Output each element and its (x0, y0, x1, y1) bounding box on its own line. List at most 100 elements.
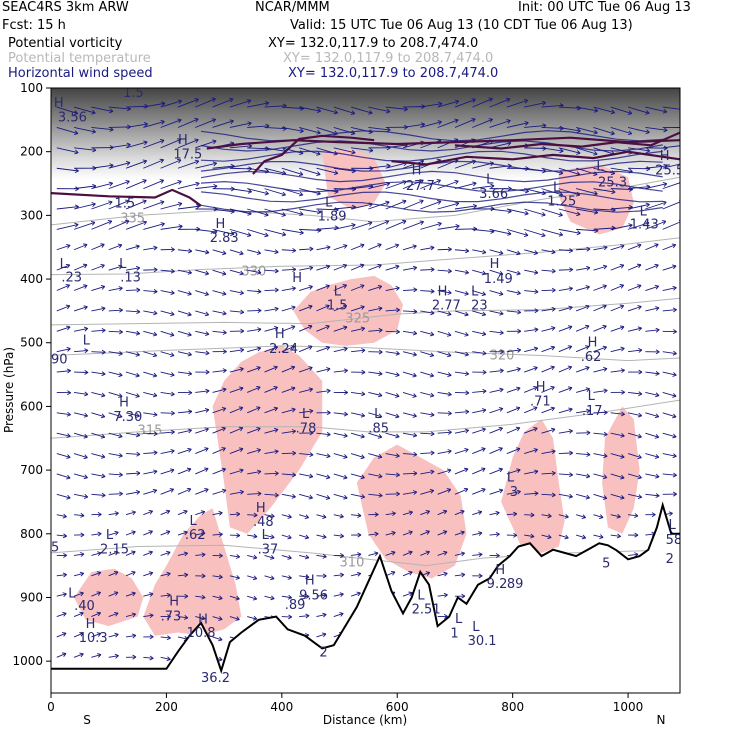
wind-vector-head (166, 614, 171, 620)
wind-vector (454, 509, 465, 516)
wind-vector-head (308, 285, 313, 290)
wind-vector (489, 249, 504, 256)
wind-vector-head (222, 310, 227, 316)
wind-vector (454, 290, 469, 296)
wind-vector (645, 473, 660, 479)
wind-vector (454, 467, 469, 475)
wind-vector-shaft (195, 468, 209, 475)
wind-vector (541, 492, 556, 498)
wind-vector-shaft (212, 369, 227, 373)
wind-vector-head (454, 179, 459, 185)
wind-vector-head (159, 179, 165, 184)
wind-vector-shaft (593, 285, 607, 291)
wind-vector-shaft (420, 222, 442, 230)
wind-vector (143, 509, 154, 516)
wind-vector (125, 265, 141, 271)
wind-vector-shaft (385, 412, 400, 418)
wind-vector-shaft (472, 249, 487, 254)
wind-vector-head (655, 349, 660, 355)
wind-vector-head (481, 447, 486, 452)
wind-vector-head (443, 550, 448, 556)
wind-vector (264, 470, 279, 476)
wind-vector-shaft (195, 118, 216, 128)
pv-contour-0 (51, 188, 202, 207)
wind-vector (264, 287, 279, 293)
wind-vector (212, 310, 227, 316)
wind-vector-shaft (125, 160, 147, 169)
wind-vector-head (516, 309, 522, 315)
wind-vector-shaft (264, 188, 286, 196)
wind-vector-head (620, 432, 625, 438)
wind-vector-head (681, 125, 684, 129)
contour-annotation: L (60, 257, 68, 272)
wind-vector (316, 388, 331, 394)
contour-annotation: 3.66 (479, 187, 508, 202)
contour-annotation: 3 (510, 485, 518, 500)
contour-annotation: .73 (161, 609, 182, 624)
wind-vector-shaft (420, 351, 434, 357)
wind-vector-head (170, 268, 175, 274)
wind-vector-head (97, 653, 102, 658)
wind-vector (610, 325, 625, 332)
wind-vector-shaft (74, 514, 85, 517)
wind-vector-shaft (264, 493, 279, 496)
wind-vector-head (153, 412, 158, 417)
wind-vector-head (252, 615, 258, 621)
wind-vector (56, 284, 71, 291)
wind-vector (108, 264, 123, 271)
wind-vector-shaft (160, 119, 182, 128)
wind-vector (73, 493, 89, 499)
wind-vector-shaft (662, 244, 676, 251)
wind-vector-head (281, 231, 287, 237)
wind-vector (645, 106, 668, 114)
wind-vector-head (443, 614, 448, 619)
wind-vector-shaft (610, 473, 625, 479)
wind-vector (420, 330, 435, 337)
wind-vector-head (378, 327, 383, 333)
wind-vector-shaft (541, 228, 563, 236)
wind-vector-shaft (437, 469, 452, 475)
wind-vector-head (619, 325, 625, 331)
wind-vector-shaft (299, 248, 314, 251)
wind-vector-shaft (247, 249, 261, 254)
wind-vector (195, 249, 210, 255)
wind-vector-shaft (143, 330, 157, 336)
wind-vector (489, 553, 500, 559)
wind-vector-head (211, 97, 216, 103)
wind-vector-head (136, 309, 141, 315)
wind-vector (524, 406, 538, 414)
wind-vector-head (602, 304, 607, 309)
pv-shaded-region-2 (212, 345, 323, 534)
contour-annotation: H (412, 164, 422, 179)
wind-vector-head (309, 246, 314, 252)
wind-vector-head (240, 309, 245, 315)
wind-vector-head (447, 311, 452, 317)
wind-vector-head (131, 530, 136, 535)
wind-vector (454, 447, 469, 454)
wind-vector (108, 491, 123, 497)
wind-vector (454, 593, 466, 599)
wind-vector-head (343, 494, 348, 500)
wind-vector-shaft (108, 612, 119, 618)
wind-vector-head (655, 493, 660, 498)
wind-vector-shaft (385, 220, 407, 230)
wind-vector-head (654, 454, 660, 459)
wind-vector-head (221, 488, 227, 494)
wind-vector-head (118, 453, 123, 458)
wind-vector-head (153, 431, 158, 437)
wind-vector-head (454, 99, 460, 105)
wind-vector (489, 349, 504, 355)
wind-vector (472, 330, 487, 337)
wind-vector (558, 228, 581, 236)
wind-vector-head (498, 270, 504, 276)
wind-vector (593, 514, 604, 519)
wind-vector-shaft (177, 531, 188, 536)
wind-vector (645, 371, 660, 376)
wind-vector-head (239, 290, 244, 296)
wind-vector-head (287, 575, 292, 580)
wind-vector-shaft (299, 575, 310, 578)
wind-vector-head (183, 530, 188, 536)
wind-vector-shaft (160, 469, 175, 475)
wind-vector-head (326, 453, 331, 459)
wind-vector (489, 426, 503, 434)
